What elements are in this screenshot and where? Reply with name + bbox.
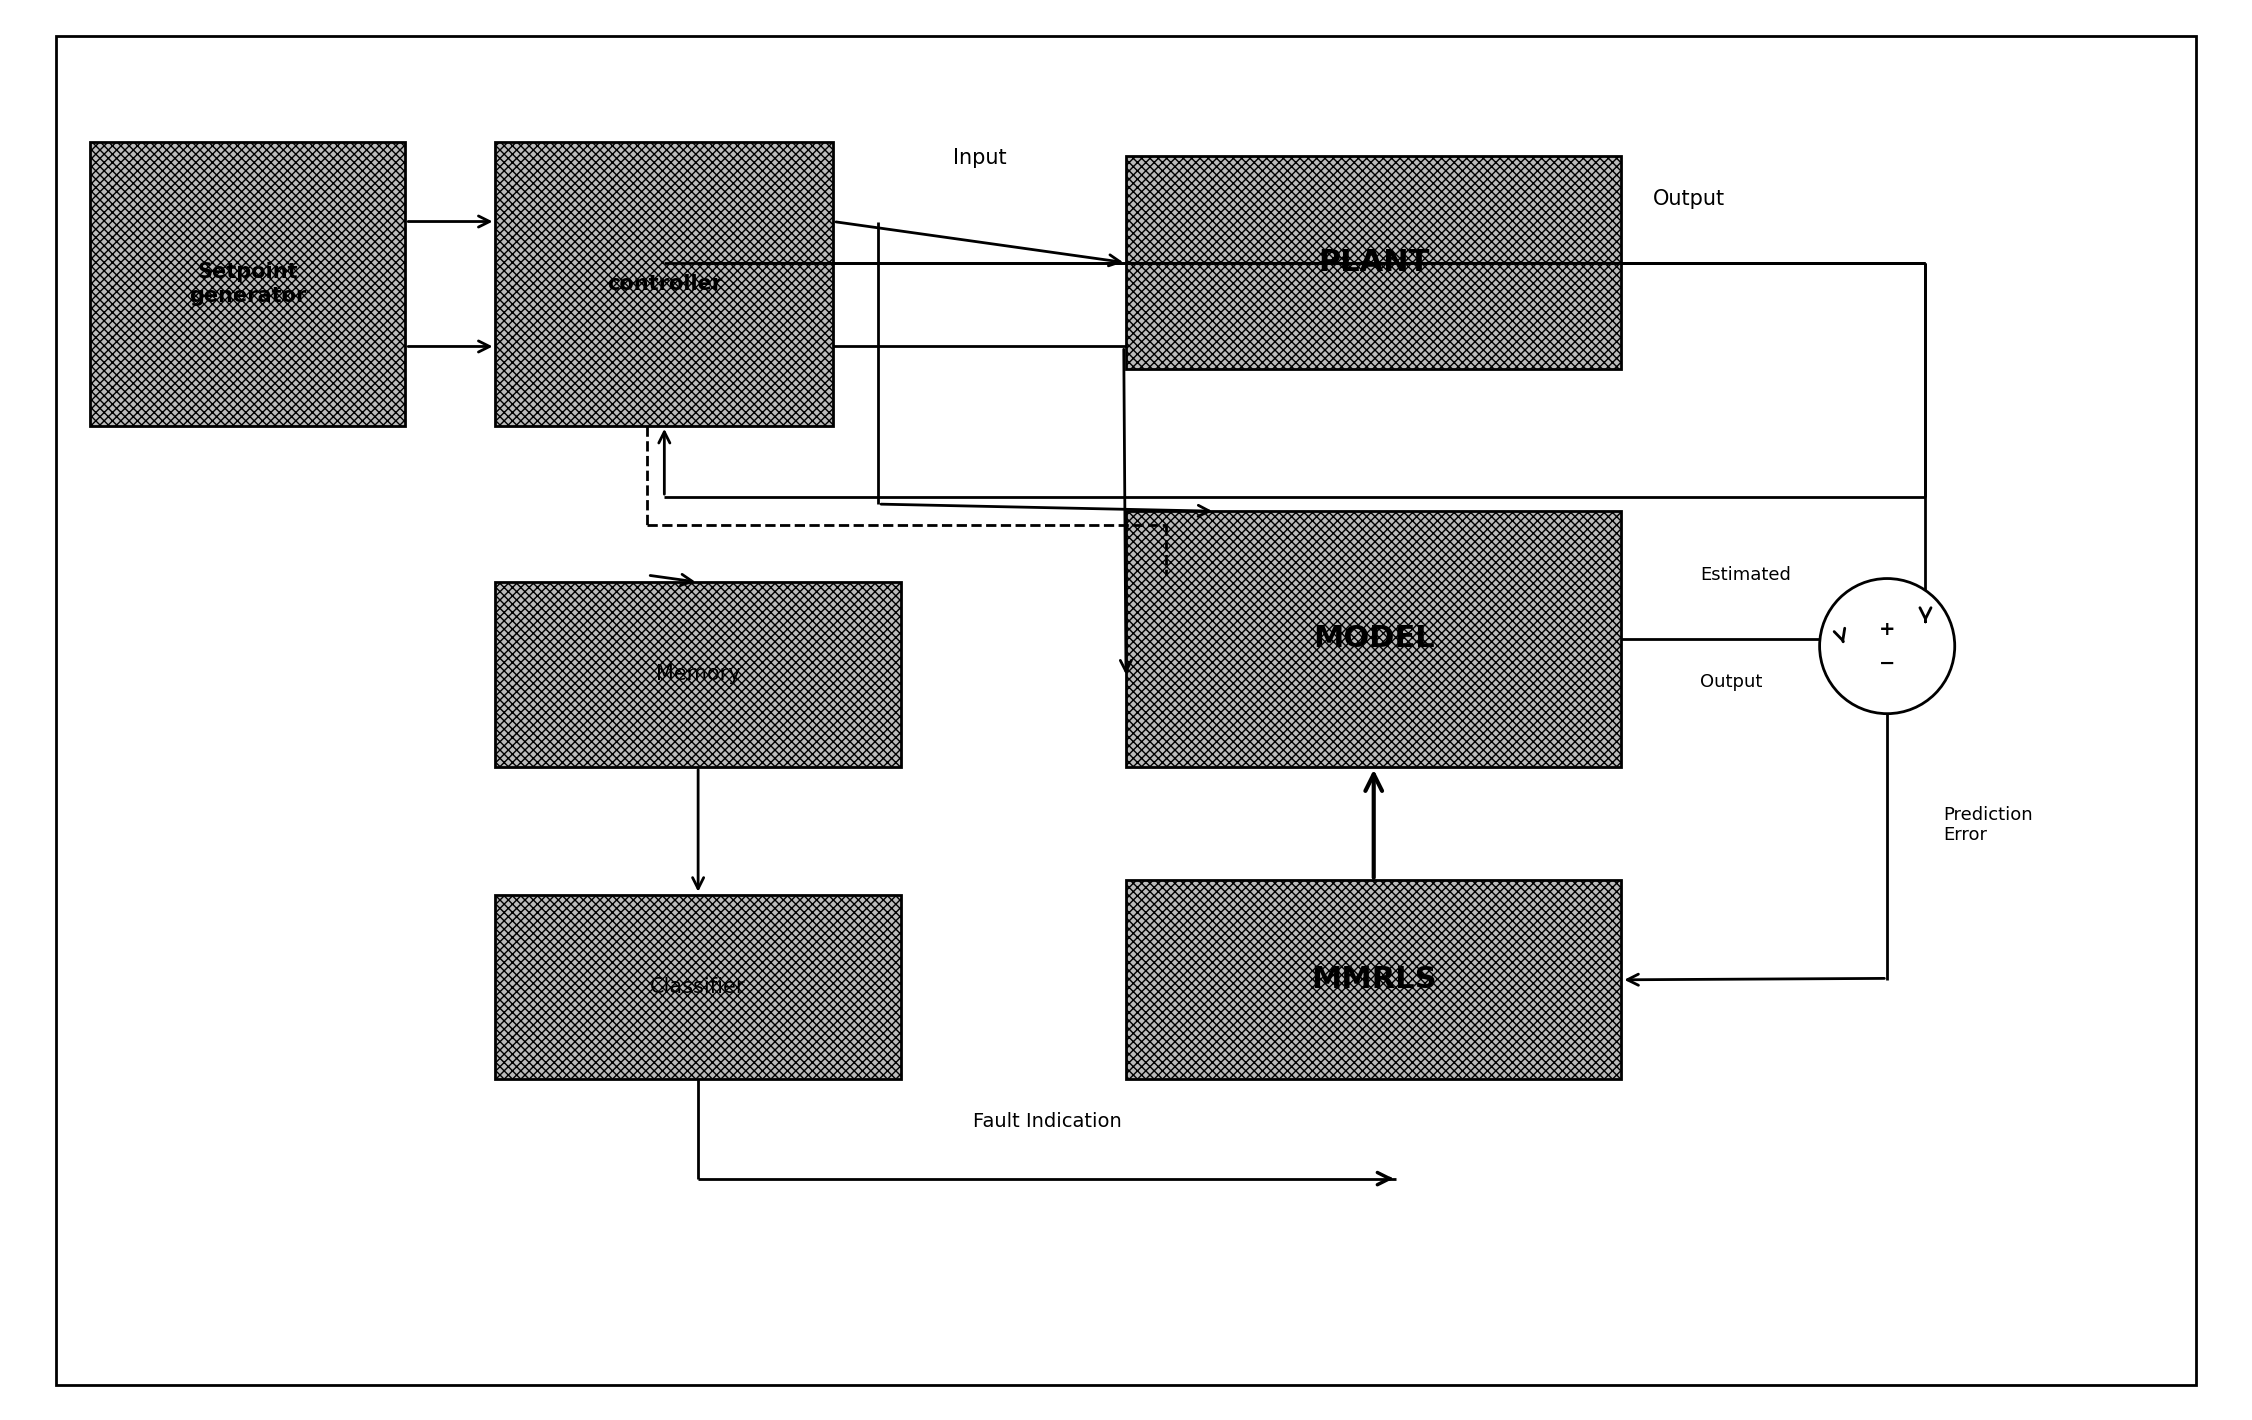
Text: −: −	[1878, 653, 1896, 673]
Text: +: +	[1878, 619, 1896, 639]
Bar	[90, 142, 405, 426]
Text: PLANT: PLANT	[1317, 248, 1430, 277]
Bar	[1126, 880, 1621, 1079]
Bar	[1126, 156, 1621, 369]
Bar	[495, 582, 901, 767]
Text: Prediction
Error: Prediction Error	[1943, 805, 2034, 845]
Text: controller: controller	[606, 274, 723, 294]
Text: Input: Input	[953, 148, 1007, 168]
Ellipse shape	[1820, 578, 1955, 714]
Text: MODEL: MODEL	[1313, 625, 1435, 653]
Text: Estimated: Estimated	[1700, 567, 1790, 584]
Text: MMRLS: MMRLS	[1311, 966, 1437, 994]
Bar	[495, 142, 833, 426]
Text: Classifier: Classifier	[651, 977, 745, 997]
Bar	[495, 895, 901, 1079]
Text: Output: Output	[1653, 189, 1725, 209]
Text: Setpoint
generator: Setpoint generator	[189, 263, 306, 305]
Text: Memory: Memory	[655, 665, 741, 684]
Bar	[1126, 511, 1621, 767]
Text: Output: Output	[1700, 673, 1763, 690]
Text: Fault Indication: Fault Indication	[973, 1112, 1121, 1132]
